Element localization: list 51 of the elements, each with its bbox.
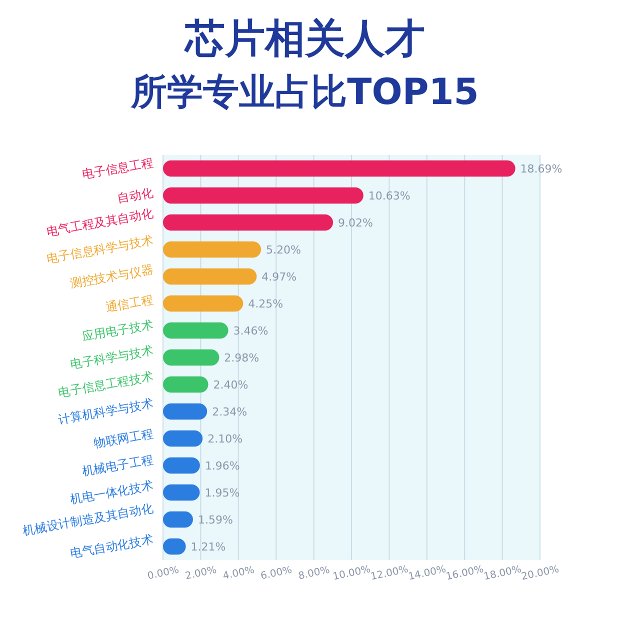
bar: [163, 160, 516, 177]
bar: [163, 295, 244, 312]
bar: [163, 430, 203, 447]
bar: [163, 376, 208, 393]
y-tick-label: 电子信息工程: [80, 155, 154, 182]
bar: [163, 457, 200, 474]
y-tick-label: 通信工程: [104, 292, 154, 315]
data-label: 2.98%: [224, 352, 260, 364]
bar: [163, 187, 364, 204]
bar: [163, 214, 334, 231]
chart-title: 芯片相关人才: [183, 16, 425, 62]
x-tick-label: 4.00%: [222, 564, 256, 582]
bar: [163, 349, 220, 366]
data-label: 1.96%: [204, 460, 240, 472]
y-tick-label: 自动化: [116, 185, 154, 206]
y-tick-label: 测控技术与仪器: [69, 262, 154, 291]
data-label: 10.63%: [368, 190, 410, 202]
y-tick-label: 机械电子工程: [80, 452, 154, 479]
data-label: 18.69%: [520, 162, 562, 176]
y-tick-label: 应用电子技术: [80, 317, 154, 344]
data-label: 3.46%: [233, 324, 268, 338]
data-label: 9.02%: [338, 216, 373, 230]
y-tick-label: 物联网工程: [92, 426, 154, 451]
x-tick-label: 2.00%: [184, 564, 218, 582]
data-label: 4.97%: [262, 270, 297, 284]
data-label: 2.40%: [213, 378, 248, 392]
y-tick-label: 计算机科学与技术: [57, 396, 154, 427]
y-tick-label: 电气自动化技术: [69, 532, 154, 561]
x-tick-label: 20.00%: [520, 564, 560, 583]
data-label: 1.21%: [190, 540, 226, 554]
chart-subtitle: 所学专业占比TOP15: [130, 72, 479, 113]
bar: [163, 322, 228, 339]
data-label: 5.20%: [266, 244, 301, 256]
data-label: 4.25%: [248, 298, 284, 310]
x-tick-label: 0.00%: [146, 564, 180, 582]
x-tick-label: 14.00%: [407, 564, 448, 583]
x-tick-label: 12.00%: [370, 564, 410, 583]
bar: [163, 241, 262, 258]
bar: [163, 484, 200, 501]
x-tick-label: 10.00%: [332, 564, 372, 583]
data-label: 1.59%: [198, 514, 233, 526]
x-tick-label: 16.00%: [445, 564, 485, 583]
bar: [163, 403, 208, 420]
y-tick-label: 电子科学与技术: [69, 343, 154, 372]
bar: [163, 268, 257, 285]
x-tick-label: 8.00%: [297, 564, 331, 582]
data-label: 1.95%: [204, 486, 240, 500]
x-tick-label: 18.00%: [482, 564, 522, 583]
data-label: 2.10%: [208, 432, 243, 446]
x-tick-label: 6.00%: [260, 564, 294, 582]
data-label: 2.34%: [212, 406, 248, 418]
